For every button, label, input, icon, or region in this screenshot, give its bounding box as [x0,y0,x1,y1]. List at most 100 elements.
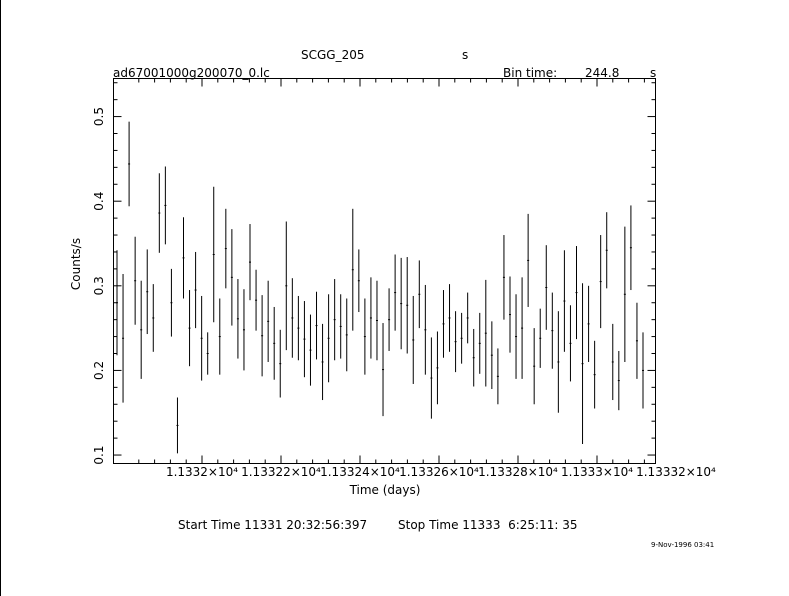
y-axis: 0.1 0.2 0.3 0.4 0.5 [92,82,656,465]
data-point [382,323,385,417]
data-point [230,229,233,326]
data-point [394,254,397,331]
data-point [128,121,131,207]
data-point [152,284,155,352]
data-point [599,235,602,329]
x-tick-label: 1.13332×10⁴ [636,465,716,479]
data-point [412,295,415,384]
data-point [508,276,511,353]
data-point [527,213,530,307]
data-point [430,337,433,419]
data-point [116,250,118,356]
data-point [629,205,632,291]
data-point [200,295,203,381]
data-point [363,298,366,375]
data-point [605,212,608,289]
data-point [339,294,342,359]
bin-time-value: 244.8 [585,66,620,80]
data-point [297,295,300,361]
data-point [478,312,481,374]
data-point [134,236,137,325]
data-point [587,285,590,362]
x-tick-label: 1.13322×10⁴ [241,465,321,479]
start-time: Start Time 11331 20:32:56:397 [178,518,368,532]
data-point [224,208,227,289]
date-stamp: 9-Nov-1996 03:41 [651,541,715,549]
data-point [375,280,378,361]
data-point [545,245,548,330]
data-point [418,260,421,329]
x-axis-label: Time (days) [349,483,421,497]
data-point [611,323,614,401]
x-tick-label: 1.13326×10⁴ [399,465,479,479]
data-point [182,217,185,299]
data-point [563,250,566,352]
x-tick-label: 1.13328×10⁴ [478,465,558,479]
data-point [454,311,457,373]
data-point [261,295,264,377]
data-point [176,397,179,454]
data-point [569,305,572,382]
data-point [273,306,276,380]
data-point [617,350,620,411]
y-tick-label: 0.1 [92,445,106,464]
data-point [575,246,578,340]
data-point [279,329,282,398]
data-point [551,292,554,369]
data-point [242,289,245,371]
y-axis-label: Counts/s [69,238,83,290]
data-point [206,332,209,375]
data-point [436,331,439,405]
y-tick-label: 0.3 [92,276,106,295]
stop-time: Stop Time 11333 6:25:11: 35 [398,518,578,532]
data-point [333,279,336,361]
data-point [122,273,125,403]
y-tick-label: 0.4 [92,192,106,211]
data-point [593,340,596,409]
data-point [291,278,294,358]
data-point [442,290,445,358]
bin-time-label: Bin time: [503,66,558,80]
plot-frame [113,78,656,464]
data-point [557,311,560,413]
data-points [116,121,644,454]
x-tick-label: 1.1333×10⁴ [561,465,633,479]
data-point [400,257,403,350]
data-point [581,283,584,445]
data-point [212,186,215,323]
data-point [642,332,644,409]
data-point [236,279,239,359]
x-axis: 1.1332×10⁴ 1.13322×10⁴ 1.13324×10⁴ 1.13326×… [138,78,716,479]
y-tick-label: 0.2 [92,361,106,380]
data-point [146,249,149,335]
data-point [533,328,536,405]
x-tick-label: 1.1332×10⁴ [166,465,238,479]
data-point [327,294,330,383]
bin-time-unit: s [650,66,657,80]
data-point [140,280,143,379]
data-point [490,321,493,390]
data-point [539,308,542,368]
data-point [484,279,487,387]
data-point [406,257,409,354]
data-point [460,312,463,364]
data-point [369,277,372,359]
data-point [623,226,626,362]
data-point [496,348,499,405]
data-point [502,235,505,320]
data-point [267,280,270,362]
data-point [194,251,197,329]
data-point [345,298,348,372]
data-point [635,302,638,379]
data-point [218,298,221,375]
data-point [285,221,288,351]
data-point [448,284,451,352]
data-point [357,249,360,313]
data-point [303,301,306,378]
data-point [424,284,427,375]
file-name: ad67001000g200070_0.lc [113,66,270,80]
data-point [515,294,518,379]
data-point [158,173,161,253]
data-point [255,269,258,331]
